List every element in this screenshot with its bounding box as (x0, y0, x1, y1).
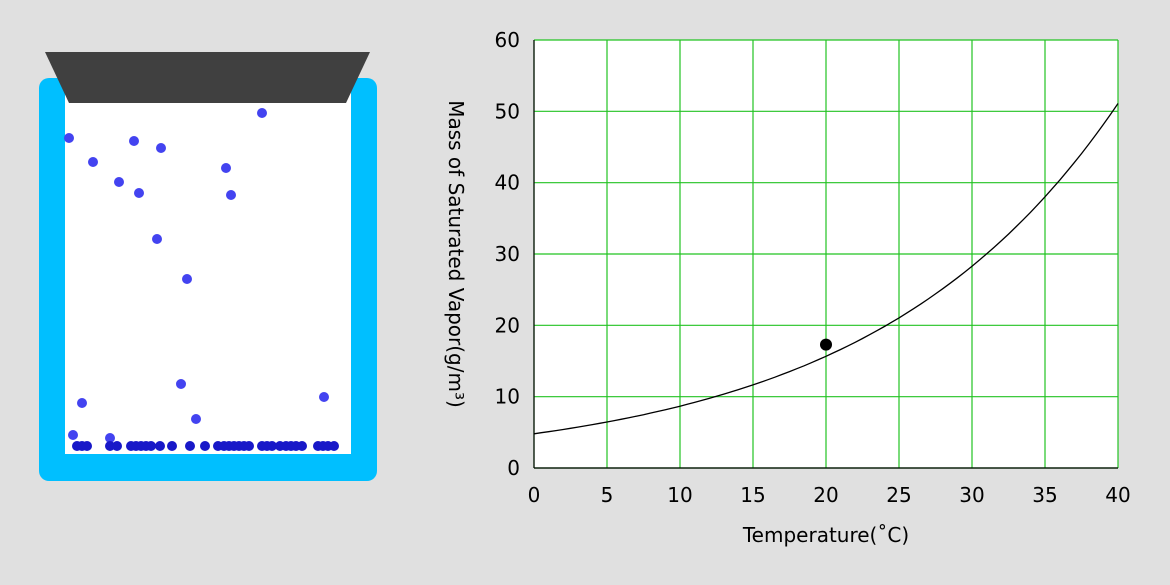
vapor-particle-14 (319, 392, 329, 402)
x-tick-labels: 0 5 10 15 20 25 30 35 40 (528, 483, 1131, 507)
vapor-particle-4 (114, 177, 124, 187)
vapor-particle-10 (182, 274, 192, 284)
x-tick-label-8: 40 (1105, 483, 1130, 507)
container-lid (45, 52, 370, 103)
vapor-particle-16 (105, 433, 115, 443)
vapor-particle-9 (152, 234, 162, 244)
condensed-particle-11 (167, 441, 177, 451)
x-tick-label-7: 35 (1032, 483, 1057, 507)
saturation-curve (533, 103, 1119, 435)
vapor-particles (64, 108, 339, 451)
y-tick-label-4: 40 (495, 171, 520, 195)
y-tick-label-6: 60 (495, 28, 520, 52)
y-tick-label-1: 10 (495, 385, 520, 409)
x-tick-label-1: 5 (601, 483, 614, 507)
condensed-particle-20 (244, 441, 254, 451)
condensed-particle-32 (329, 441, 339, 451)
vapor-particle-5 (134, 188, 144, 198)
vapor-particle-1 (88, 157, 98, 167)
y-axis-label: Mass of Saturated Vapor(g/m³) (444, 100, 468, 408)
vapor-particle-6 (221, 163, 231, 173)
vapor-particle-12 (77, 398, 87, 408)
x-tick-label-2: 10 (667, 483, 692, 507)
condensed-particle-12 (185, 441, 195, 451)
x-tick-label-3: 15 (740, 483, 765, 507)
condensed-particle-4 (112, 441, 122, 451)
axes (533, 40, 1118, 469)
y-tick-labels: 0 10 20 30 40 50 60 (495, 28, 520, 480)
saturated-vapor-chart: 0 5 10 15 20 25 30 35 40 0 10 20 30 40 50 60 Temperatu… (444, 28, 1131, 547)
container-interior (65, 90, 351, 454)
vapor-particle-13 (191, 414, 201, 424)
vapor-particle-15 (68, 430, 78, 440)
vapor-particle-7 (226, 190, 236, 200)
x-axis-label: Temperature(˚C) (742, 523, 909, 547)
vapor-particle-8 (257, 108, 267, 118)
vapor-container-illustration (39, 52, 377, 481)
vapor-particle-0 (64, 133, 74, 143)
y-tick-label-5: 50 (495, 99, 520, 123)
vapor-particle-11 (176, 379, 186, 389)
x-tick-label-0: 0 (528, 483, 541, 507)
x-tick-label-5: 25 (886, 483, 911, 507)
vapor-particle-2 (129, 136, 139, 146)
x-tick-label-6: 30 (959, 483, 984, 507)
condensed-particle-13 (200, 441, 210, 451)
vapor-particle-3 (156, 143, 166, 153)
y-tick-label-0: 0 (507, 456, 520, 480)
y-tick-label-2: 20 (495, 313, 520, 337)
condensed-particle-9 (146, 441, 156, 451)
condensed-particle-2 (82, 441, 92, 451)
condensed-particle-10 (155, 441, 165, 451)
condensed-particle-28 (297, 441, 307, 451)
condensed-particle-23 (267, 441, 277, 451)
y-tick-label-3: 30 (495, 242, 520, 266)
current-temperature-marker[interactable] (820, 338, 832, 351)
condensed-particle-3 (105, 441, 115, 451)
x-tick-label-4: 20 (813, 483, 838, 507)
